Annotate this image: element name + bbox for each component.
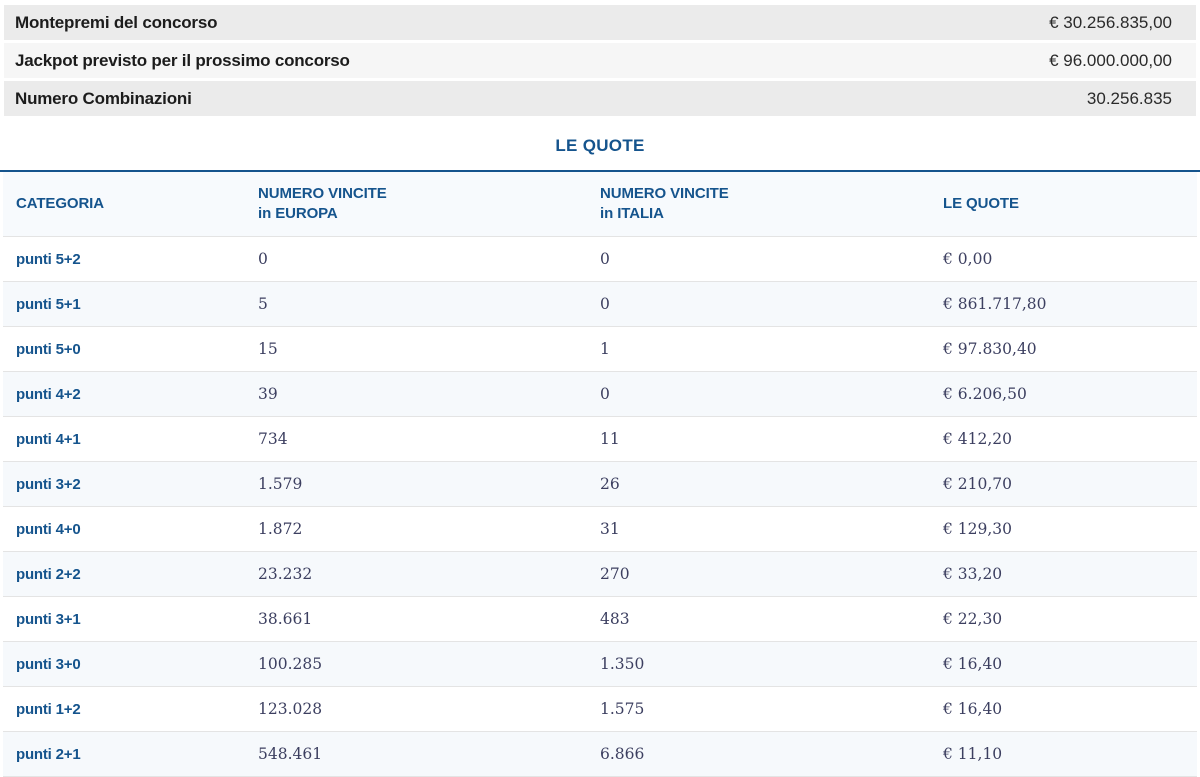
quote-row: punti 3+0 100.285 1.350 € 16,40: [3, 641, 1197, 686]
quote-row-categoria: punti 4+1: [16, 430, 81, 448]
header-vincite-europa: NUMERO VINCITE in EUROPA: [258, 185, 387, 222]
summary-row-value: € 96.000.000,00: [1049, 50, 1172, 70]
quote-row-vincite-europa: 15: [258, 340, 278, 358]
quote-row-quota: € 6.206,50: [943, 385, 1027, 403]
quote-row-vincite-italia: 1: [600, 340, 610, 358]
quote-row-categoria: punti 5+0: [16, 340, 81, 358]
quote-row: punti 3+2 1.579 26 € 210,70: [3, 461, 1197, 506]
quote-row-quota: € 11,10: [943, 745, 1003, 763]
quotes-table-body: punti 5+2 0 0 € 0,00 punti 5+1 5 0 € 861…: [3, 236, 1197, 776]
quote-row-categoria: punti 3+1: [16, 610, 81, 628]
quote-row-vincite-italia: 1.575: [600, 700, 645, 718]
quote-row-quota: € 0,00: [943, 250, 993, 268]
quote-row-vincite-europa: 0: [258, 250, 268, 268]
quote-row: punti 5+2 0 0 € 0,00: [3, 236, 1197, 281]
quotes-table-header: CATEGORIA NUMERO VINCITE in EUROPA NUMER…: [3, 172, 1197, 236]
quote-row-vincite-italia: 11: [600, 430, 620, 448]
summary-row-value: 30.256.835: [1086, 88, 1172, 108]
quote-row-categoria: punti 5+1: [16, 295, 81, 313]
quote-row-categoria: punti 3+2: [16, 475, 81, 493]
header-vincite-italia: NUMERO VINCITE in ITALIA: [600, 185, 729, 222]
quote-row-vincite-europa: 5: [258, 295, 268, 313]
quote-row-categoria: punti 2+2: [16, 565, 81, 583]
quote-row-vincite-italia: 0: [600, 250, 610, 268]
summary-row-label: Montepremi del concorso: [15, 12, 218, 32]
quote-row: punti 1+2 123.028 1.575 € 16,40: [3, 686, 1197, 731]
quote-row-quota: € 97.830,40: [943, 340, 1037, 358]
quote-row-categoria: punti 2+1: [16, 745, 81, 763]
quote-row-quota: € 16,40: [943, 700, 1003, 718]
quote-row: punti 3+1 38.661 483 € 22,30: [3, 596, 1197, 641]
summary-row-value: € 30.256.835,00: [1049, 12, 1172, 32]
quote-row: punti 5+0 15 1 € 97.830,40: [3, 326, 1197, 371]
quote-row: punti 2+1 548.461 6.866 € 11,10: [3, 731, 1197, 776]
quote-row-vincite-italia: 483: [600, 610, 630, 628]
quote-row-categoria: punti 4+0: [16, 520, 81, 538]
quote-row-categoria: punti 3+0: [16, 655, 81, 673]
quote-row-vincite-italia: 0: [600, 385, 610, 403]
quote-row-vincite-europa: 1.579: [258, 475, 303, 493]
quote-row-vincite-italia: 26: [600, 475, 620, 493]
quote-row-categoria: punti 5+2: [16, 250, 81, 268]
quote-row-vincite-europa: 100.285: [258, 655, 323, 673]
quote-row-quota: € 412,20: [943, 430, 1013, 448]
header-le-quote: LE QUOTE: [943, 195, 1019, 212]
quote-row-vincite-europa: 38.661: [258, 610, 313, 628]
summary-row: Montepremi del concorso € 30.256.835,00: [4, 5, 1196, 40]
quote-row-quota: € 861.717,80: [943, 295, 1047, 313]
quote-row-categoria: punti 1+2: [16, 700, 81, 718]
quote-row-quota: € 33,20: [943, 565, 1003, 583]
summary-row-label: Numero Combinazioni: [15, 88, 192, 108]
quote-row: punti 4+1 734 11 € 412,20: [3, 416, 1197, 461]
quote-row-quota: € 22,30: [943, 610, 1003, 628]
concorso-summary: Montepremi del concorso € 30.256.835,00 …: [4, 5, 1196, 116]
summary-row: Numero Combinazioni 30.256.835: [4, 81, 1196, 116]
le-quote-section-title: LE QUOTE: [0, 119, 1200, 172]
quote-row: punti 5+1 5 0 € 861.717,80: [3, 281, 1197, 326]
quote-row-vincite-europa: 734: [258, 430, 288, 448]
quote-row-quota: € 16,40: [943, 655, 1003, 673]
quote-row-vincite-italia: 270: [600, 565, 630, 583]
quote-row-vincite-europa: 23.232: [258, 565, 313, 583]
quote-row-vincite-italia: 6.866: [600, 745, 645, 763]
quote-row: punti 4+2 39 0 € 6.206,50: [3, 371, 1197, 416]
quote-row-categoria: punti 4+2: [16, 385, 81, 403]
quote-row-vincite-europa: 1.872: [258, 520, 303, 538]
quotes-table: CATEGORIA NUMERO VINCITE in EUROPA NUMER…: [3, 172, 1197, 777]
quote-row-vincite-europa: 123.028: [258, 700, 323, 718]
summary-row: Jackpot previsto per il prossimo concors…: [4, 43, 1196, 78]
quote-row-vincite-italia: 31: [600, 520, 620, 538]
quote-row-vincite-europa: 39: [258, 385, 278, 403]
quote-row-vincite-europa: 548.461: [258, 745, 323, 763]
header-categoria: CATEGORIA: [16, 195, 104, 212]
quote-row: punti 2+2 23.232 270 € 33,20: [3, 551, 1197, 596]
quote-row-vincite-italia: 0: [600, 295, 610, 313]
quote-row: punti 4+0 1.872 31 € 129,30: [3, 506, 1197, 551]
quote-row-quota: € 129,30: [943, 520, 1013, 538]
summary-row-label: Jackpot previsto per il prossimo concors…: [15, 50, 350, 70]
quote-row-quota: € 210,70: [943, 475, 1013, 493]
quote-row-vincite-italia: 1.350: [600, 655, 645, 673]
